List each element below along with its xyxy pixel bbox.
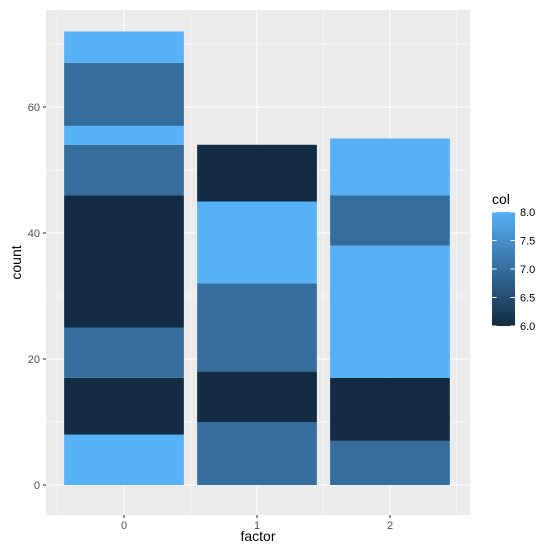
bar-segment-1 [197, 283, 317, 372]
bar-segment-2 [330, 440, 450, 485]
bar-segment-0 [64, 377, 184, 435]
bar-segment-2 [330, 377, 450, 441]
y-axis-title: count [8, 245, 24, 279]
bar-segment-2 [330, 138, 450, 196]
legend-break-label: 8.0 [520, 207, 535, 219]
bar-segment-0 [64, 31, 184, 63]
legend-break-label: 6.0 [520, 321, 535, 333]
bar-segment-1 [197, 201, 317, 284]
bars [64, 31, 450, 485]
legend-break-label: 7.0 [520, 264, 535, 276]
legend-break-label: 6.5 [520, 293, 535, 305]
x-axis-title: factor [240, 528, 275, 544]
bar-segment-1 [197, 144, 317, 202]
x-tick-label: 1 [254, 520, 260, 532]
x-axis: 0 1 2 [121, 515, 393, 532]
legend-title: col [492, 191, 510, 207]
bar-segment-2 [330, 245, 450, 378]
color-legend: col 6.0 6.5 7.0 7.5 8.0 [492, 191, 535, 333]
bar-segment-2 [330, 195, 450, 246]
bar-segment-0 [64, 195, 184, 328]
x-tick-label: 2 [387, 520, 393, 532]
bar-segment-0 [64, 327, 184, 378]
legend-break-label: 7.5 [520, 236, 535, 248]
legend-colorbar [492, 212, 515, 326]
y-tick-label: 20 [28, 354, 40, 366]
y-tick-label: 40 [28, 228, 40, 240]
legend-ticks: 6.0 6.5 7.0 7.5 8.0 [492, 207, 535, 333]
bar-segment-0 [64, 125, 184, 145]
bar-segment-1 [197, 371, 317, 422]
bar-segment-1 [197, 422, 317, 485]
y-axis: 0 20 40 60 [28, 102, 46, 492]
y-tick-label: 0 [34, 480, 40, 492]
x-tick-label: 0 [121, 520, 127, 532]
bar-segment-0 [64, 434, 184, 485]
bar-segment-0 [64, 62, 184, 126]
y-tick-label: 60 [28, 102, 40, 114]
bar-segment-0 [64, 144, 184, 196]
